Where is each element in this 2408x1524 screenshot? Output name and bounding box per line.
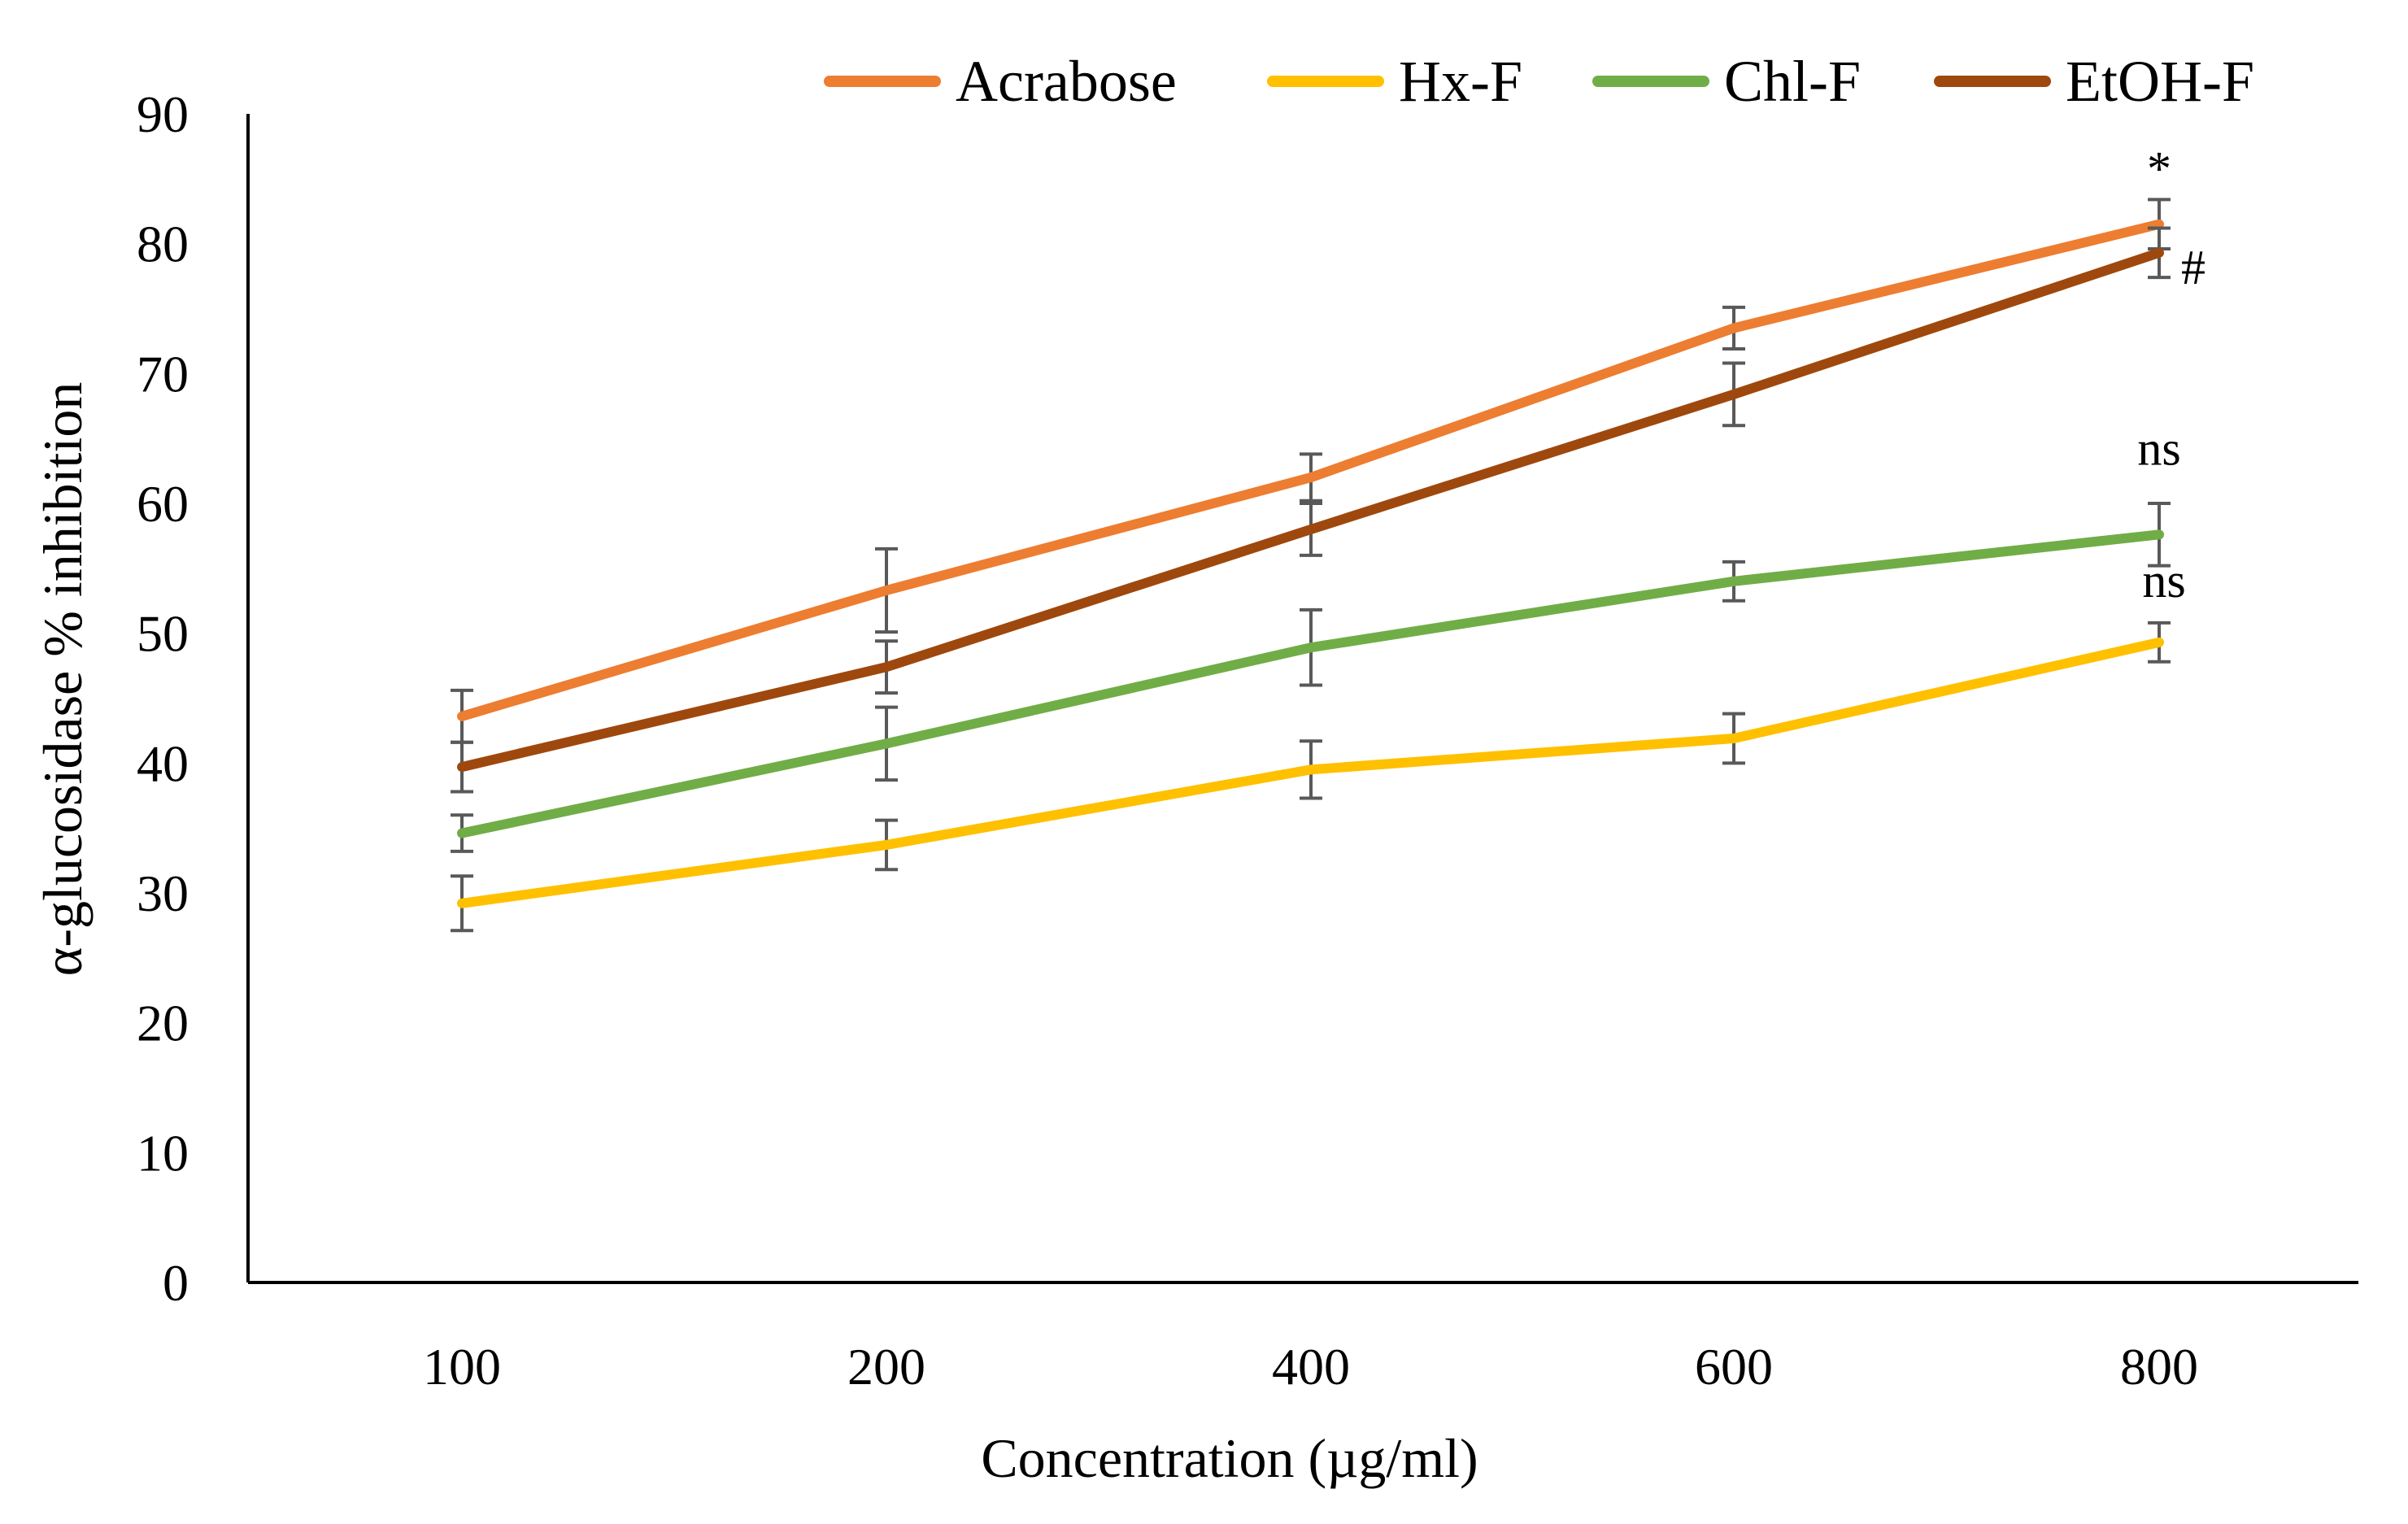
y-tick-label: 20	[137, 995, 189, 1052]
y-axis-title: α-glucosidase % inhibition	[32, 382, 94, 977]
x-tick-label: 600	[1695, 1338, 1773, 1396]
legend-item: EtOH-F	[1940, 49, 2254, 114]
legend-item: Acrabose	[830, 49, 1177, 114]
y-tick-label: 30	[137, 864, 189, 922]
y-tick-label: 80	[137, 216, 189, 273]
x-axis-title: Concentration (µg/ml)	[981, 1427, 1478, 1489]
x-tick-label: 100	[423, 1338, 501, 1396]
y-tick-label: 70	[137, 345, 189, 403]
significance-label: ns	[2137, 421, 2180, 475]
x-axis-ticks: 100 200 400 600 800	[423, 1338, 2198, 1396]
y-tick-label: 0	[163, 1254, 189, 1312]
y-tick-label: 50	[137, 605, 189, 663]
x-tick-label: 800	[2120, 1338, 2198, 1396]
x-tick-label: 400	[1272, 1338, 1350, 1396]
y-tick-label: 10	[137, 1124, 189, 1182]
series-etoh-f	[451, 229, 2171, 792]
significance-label: #	[2181, 241, 2206, 294]
significance-label: *	[2147, 142, 2171, 196]
legend: Acrabose Hx-F Chl-F EtOH-F	[830, 49, 2254, 114]
x-tick-label: 200	[847, 1338, 925, 1396]
legend-label: Acrabose	[956, 49, 1177, 114]
y-tick-label: 60	[137, 475, 189, 533]
legend-label: Hx-F	[1399, 49, 1522, 114]
significance-label: ns	[2142, 554, 2185, 607]
legend-item: Hx-F	[1273, 49, 1522, 114]
legend-label: EtOH-F	[2066, 49, 2254, 114]
y-axis-ticks: 0 10 20 30 40 50 60 70 80 90	[137, 85, 189, 1312]
y-tick-label: 40	[137, 734, 189, 792]
legend-item: Chl-F	[1598, 49, 1861, 114]
series-group	[451, 199, 2171, 930]
y-tick-label: 90	[137, 85, 189, 143]
legend-label: Chl-F	[1724, 49, 1861, 114]
